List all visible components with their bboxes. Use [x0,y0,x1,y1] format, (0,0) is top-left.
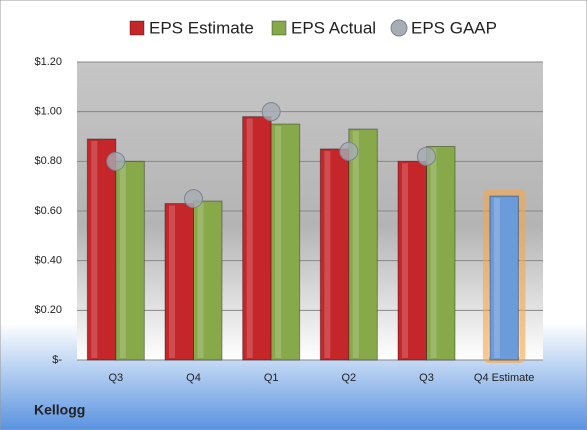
bar [164,203,194,361]
x-tick-label: Q1 [264,372,279,384]
footer: Kellogg [34,402,85,418]
x-tick-label: Q2 [341,372,356,384]
bar [426,145,456,361]
gaap-point [339,141,359,161]
y-tick-label: $0.20 [34,304,62,316]
x-tick-label: Q3 [419,372,434,384]
y-tick-label: $1.00 [34,106,62,118]
legend-marker [390,19,408,37]
bar-shine [197,203,204,358]
y-tick-label: $0.80 [34,155,62,167]
bar [319,148,350,361]
bar-shine [430,148,437,358]
bar [489,195,519,361]
bar-shine [352,131,359,358]
x-tick-label: Q4 [186,372,201,384]
bar [348,128,378,361]
legend-label: EPS Actual [291,18,376,37]
bar-shine [169,205,175,358]
gaap-point [417,146,436,166]
y-tick-label: $- [52,354,62,366]
gaap-point [106,151,126,171]
bar-shine [91,140,98,358]
x-tick-label: Q3 [108,372,123,384]
x-tick-label: Q4 Estimate [474,372,535,384]
bar-shine [275,126,282,358]
bar [242,116,272,361]
bar-shine [402,163,408,358]
bar-shine [324,150,331,358]
bar-shine [119,163,126,358]
bar [115,160,145,361]
bar [270,123,301,361]
y-tick-label: $0.60 [34,205,62,217]
gaap-point [184,189,203,209]
bar [397,160,427,361]
legend-marker [129,20,145,36]
bar [193,200,223,361]
bar-shine [493,198,500,358]
bar-shine [246,118,253,358]
legend-label: EPS GAAP [411,18,497,37]
legend-label: EPS Estimate [149,18,254,37]
y-tick-label: $0.40 [34,255,62,267]
y-tick-label: $1.20 [34,56,62,68]
legend-marker [271,20,287,36]
gaap-point [261,102,281,122]
